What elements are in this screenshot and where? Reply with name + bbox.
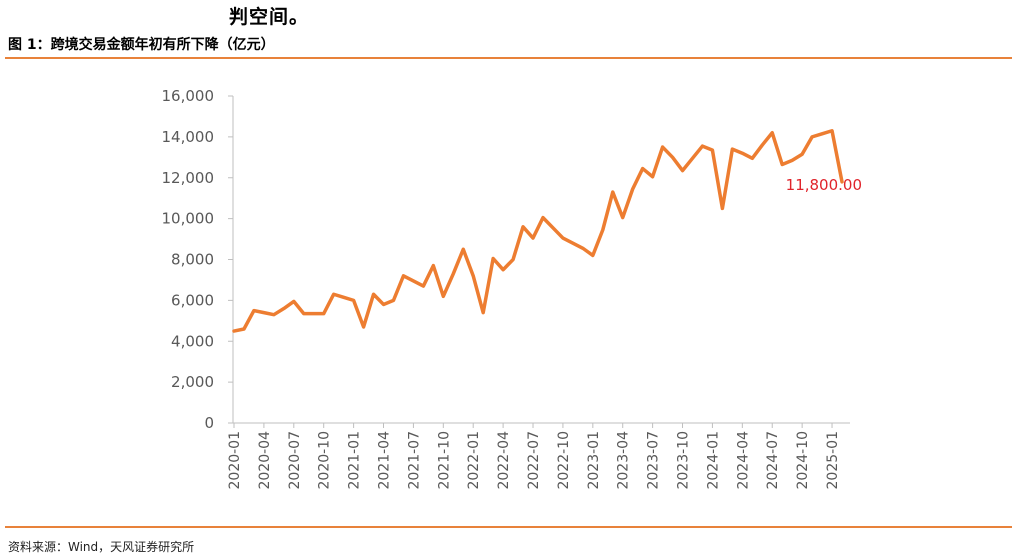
title-divider [5, 57, 1012, 59]
x-tick-label: 2020-07 [287, 431, 303, 490]
x-tick-label: 2024-10 [795, 431, 811, 490]
series-line [232, 128, 844, 333]
intro-text-fragment: 判空间。 [229, 6, 310, 28]
x-tick-label: 2022-04 [496, 431, 512, 490]
x-tick-label: 2023-04 [616, 431, 632, 490]
x-tick-label: 2022-10 [556, 431, 572, 490]
y-tick-label: 0 [204, 414, 214, 432]
y-tick-label: 4,000 [171, 332, 214, 350]
source-note: 资料来源：Wind，天风证券研究所 [8, 540, 195, 554]
y-tick-label: 16,000 [162, 87, 215, 105]
x-tick-label: 2021-07 [406, 431, 422, 490]
x-tick-label: 2022-07 [526, 431, 542, 490]
x-tick-label: 2022-01 [466, 431, 482, 490]
source-divider [5, 526, 1012, 528]
data-label: 11,800.00 [786, 176, 862, 194]
x-tick-label: 2021-04 [377, 431, 393, 490]
y-axis: 0 2,000 4,000 6,000 8,000 10,000 12,000 14,000 1… [162, 87, 234, 432]
series-polyline [232, 128, 844, 333]
y-tick-label: 14,000 [162, 128, 215, 146]
x-tick-label: 2023-01 [586, 431, 602, 490]
figure-title: 图 1：跨境交易金额年初有所下降（亿元） [8, 37, 275, 53]
x-tick-label: 2023-10 [676, 431, 692, 490]
y-tick-label: 12,000 [162, 169, 215, 187]
x-tick-label: 2024-01 [705, 431, 721, 490]
x-tick-label: 2024-04 [735, 431, 751, 490]
y-tick-label: 2,000 [171, 373, 214, 391]
x-tick-label: 2020-04 [257, 431, 273, 490]
x-axis: 2020-01 2020-04 2020-07 2020-10 2021-01 2021-… [227, 422, 850, 490]
x-tick-label: 2025-01 [825, 431, 841, 490]
y-tick-label: 6,000 [171, 291, 214, 309]
y-tick-label: 10,000 [162, 210, 215, 228]
x-tick-label: 2021-01 [347, 431, 363, 490]
x-tick-label: 2023-07 [646, 431, 662, 490]
x-tick-label: 2020-10 [317, 431, 333, 490]
y-tick-label: 8,000 [171, 251, 214, 269]
x-tick-label: 2021-10 [436, 431, 452, 490]
x-tick-label: 2024-07 [765, 431, 781, 490]
x-tick-label: 2020-01 [227, 431, 243, 490]
data-labels: 11,800.00 [786, 176, 862, 194]
